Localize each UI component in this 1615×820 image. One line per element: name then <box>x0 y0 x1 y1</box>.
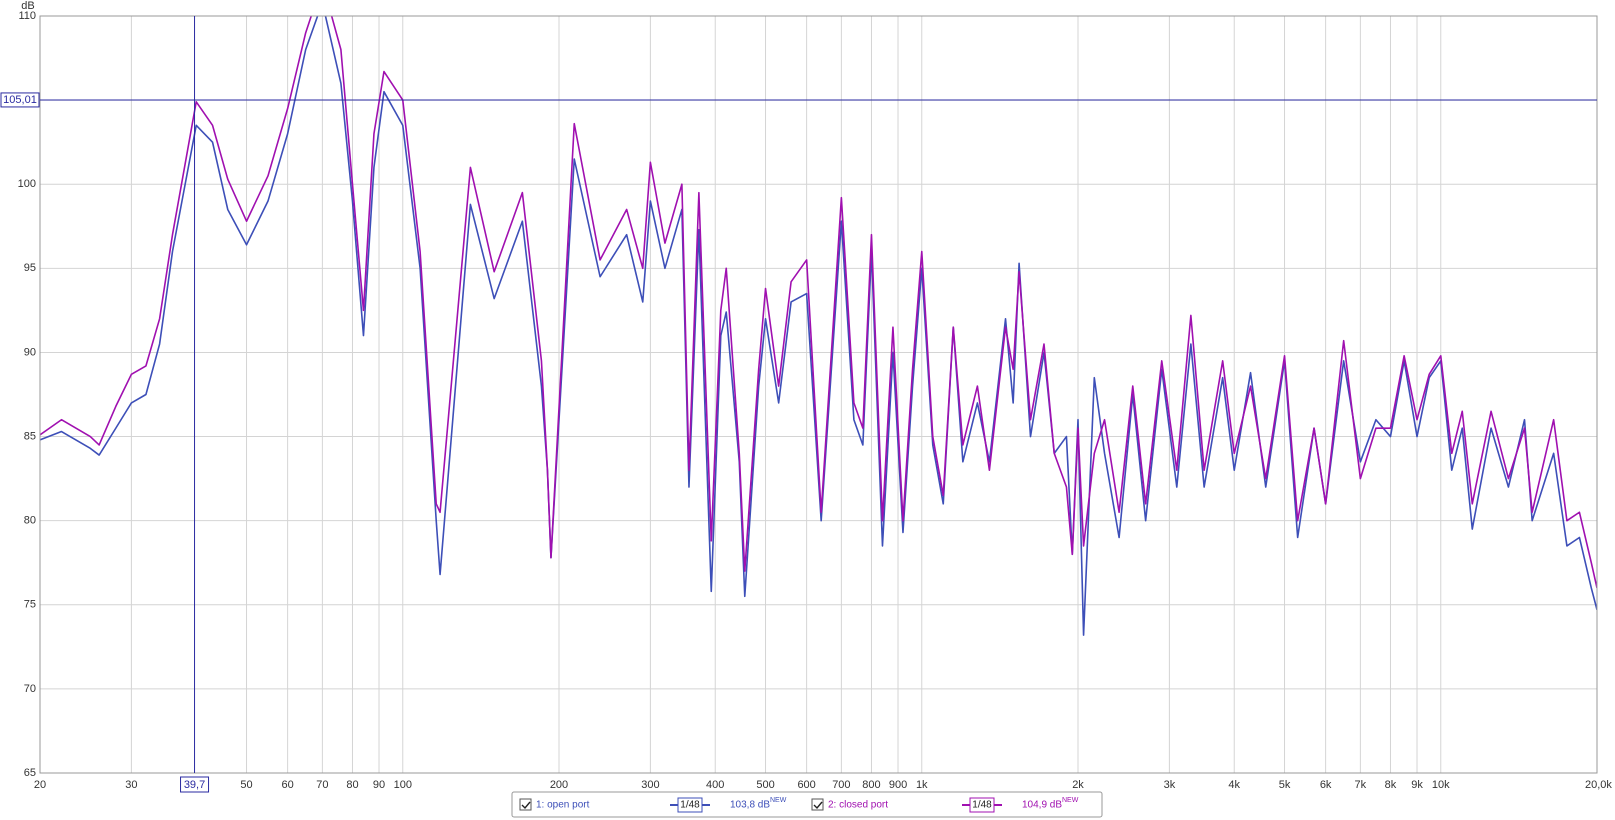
x-tick-label: 1k <box>916 779 928 791</box>
x-tick-label: 3k <box>1164 779 1176 791</box>
cursor-y-box <box>0 92 40 108</box>
legend-box <box>511 791 1103 818</box>
x-tick-label: 70 <box>316 779 328 791</box>
x-tick-label: 80 <box>346 779 358 791</box>
legend-checkbox[interactable] <box>519 798 532 811</box>
cursor-x-box <box>180 776 210 793</box>
y-tick-label: 95 <box>24 262 36 274</box>
x-tick-label: 90 <box>373 779 385 791</box>
y-axis-label: dB <box>21 0 34 12</box>
cursor: 39,7 105,01 <box>0 16 1597 793</box>
x-tick-label: 600 <box>797 779 815 791</box>
cursor-x-label: 39,7 <box>184 779 205 791</box>
x-tick-label: 8k <box>1385 779 1397 791</box>
series-line <box>40 16 1597 636</box>
y-tick-label: 70 <box>24 683 36 695</box>
x-tick-label: 5k <box>1279 779 1291 791</box>
y-tick-label: 90 <box>24 346 36 358</box>
x-tick-label: 9k <box>1411 779 1423 791</box>
legend-name: 2: closed port <box>828 800 888 811</box>
smoothing-label[interactable]: 1/48 <box>972 800 992 811</box>
checkmark <box>813 801 823 810</box>
level-tag: NEW <box>770 797 787 804</box>
y-tick-label: 65 <box>24 767 36 779</box>
x-tick-label: 500 <box>756 779 774 791</box>
x-tick-label: 700 <box>832 779 850 791</box>
plot-frame <box>39 15 1598 774</box>
x-tick-label: 50 <box>240 779 252 791</box>
level-label: 103,8 dB <box>730 800 770 811</box>
legend-name: 1: open port <box>536 800 590 811</box>
cursor-y-label: 105,01 <box>3 94 37 106</box>
legend: 1: open port 1/48 103,8 dB NEW 2: closed por… <box>511 791 1103 818</box>
smoothing-box[interactable] <box>969 797 995 813</box>
x-tick-label: 60 <box>282 779 294 791</box>
x-tick-label: 4k <box>1228 779 1240 791</box>
y-tick-label: 85 <box>24 430 36 442</box>
x-tick-label: 30 <box>125 779 137 791</box>
checkmark <box>521 801 531 810</box>
x-tick-label: 20,0k Hz <box>1585 779 1615 791</box>
y-tick-label: 110 <box>18 10 36 22</box>
level-label: 104,9 dB <box>1022 800 1062 811</box>
x-tick-label: 200 <box>550 779 568 791</box>
x-tick-label: 800 <box>862 779 880 791</box>
smoothing-box[interactable] <box>677 797 703 813</box>
x-tick-label: 900 <box>889 779 907 791</box>
x-tick-label: 100 <box>394 779 412 791</box>
legend-checkbox[interactable] <box>811 798 824 811</box>
x-tick-label: 7k <box>1355 779 1367 791</box>
x-tick-label: 10k <box>1432 779 1450 791</box>
y-tick-label: 75 <box>24 599 36 611</box>
y-tick-label: 80 <box>24 515 36 527</box>
smoothing-label[interactable]: 1/48 <box>680 800 700 811</box>
level-tag: NEW <box>1062 797 1079 804</box>
plot <box>40 16 1597 636</box>
x-tick-label: 20 <box>34 779 46 791</box>
y-tick-label: 100 <box>18 178 36 190</box>
x-tick-label: 2k <box>1072 779 1084 791</box>
x-tick-label: 400 <box>706 779 724 791</box>
series-line <box>40 16 1597 589</box>
x-tick-label: 300 <box>641 779 659 791</box>
x-tick-label: 6k <box>1320 779 1332 791</box>
